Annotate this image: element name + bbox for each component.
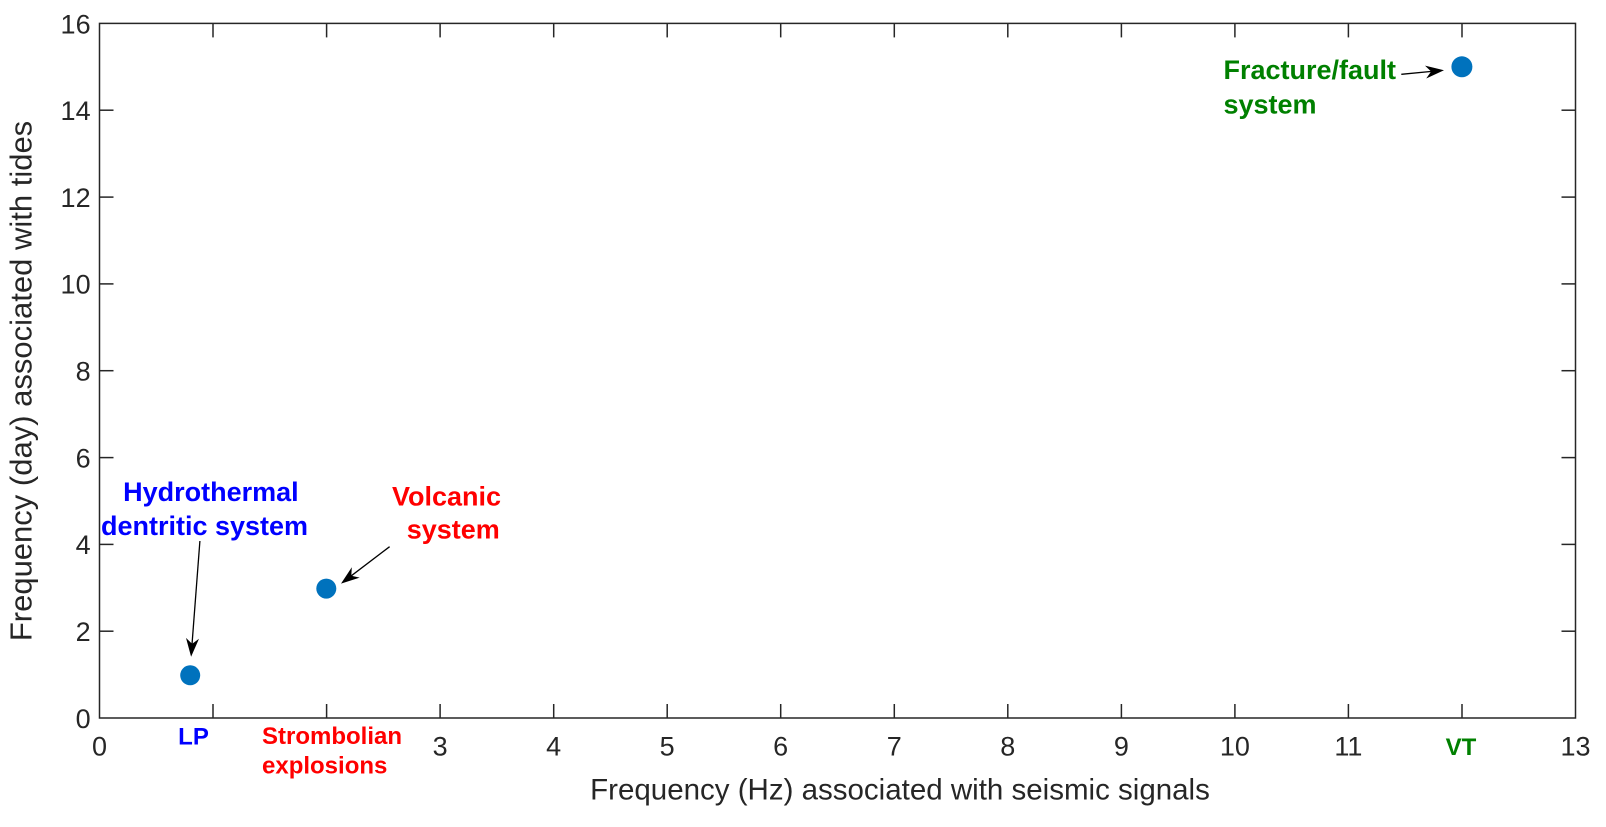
svg-text:explosions: explosions: [262, 753, 387, 780]
svg-text:Frequency (Hz) associated with: Frequency (Hz) associated with seismic s…: [590, 774, 1210, 807]
svg-text:13: 13: [1560, 731, 1590, 761]
svg-text:8: 8: [1000, 731, 1015, 761]
svg-text:10: 10: [1220, 731, 1250, 761]
svg-text:6: 6: [773, 731, 788, 761]
svg-text:VT: VT: [1446, 734, 1477, 761]
svg-text:2: 2: [76, 617, 91, 647]
svg-text:4: 4: [546, 731, 561, 761]
svg-text:Volcanic: Volcanic: [392, 482, 501, 512]
svg-text:5: 5: [660, 731, 675, 761]
svg-text:4: 4: [76, 530, 91, 560]
svg-text:11: 11: [1334, 731, 1362, 761]
svg-text:Strombolian: Strombolian: [262, 723, 402, 750]
svg-text:9: 9: [1114, 731, 1129, 761]
svg-text:10: 10: [61, 270, 91, 300]
svg-text:7: 7: [887, 731, 902, 761]
svg-text:14: 14: [61, 96, 91, 126]
svg-text:12: 12: [61, 183, 91, 213]
svg-text:16: 16: [61, 9, 91, 39]
svg-text:Hydrothermal: Hydrothermal: [123, 477, 299, 507]
svg-text:dentritic system: dentritic system: [101, 511, 308, 541]
svg-text:0: 0: [92, 731, 107, 761]
svg-text:system: system: [407, 515, 500, 545]
svg-text:0: 0: [76, 704, 91, 734]
svg-text:LP: LP: [178, 724, 209, 751]
svg-text:6: 6: [76, 443, 91, 473]
svg-text:Fracture/fault: Fracture/fault: [1224, 55, 1397, 85]
svg-text:8: 8: [76, 357, 91, 387]
svg-text:Frequency (day) associated wit: Frequency (day) associated with tides: [3, 121, 38, 641]
svg-text:3: 3: [433, 731, 448, 761]
svg-text:system: system: [1224, 89, 1317, 119]
